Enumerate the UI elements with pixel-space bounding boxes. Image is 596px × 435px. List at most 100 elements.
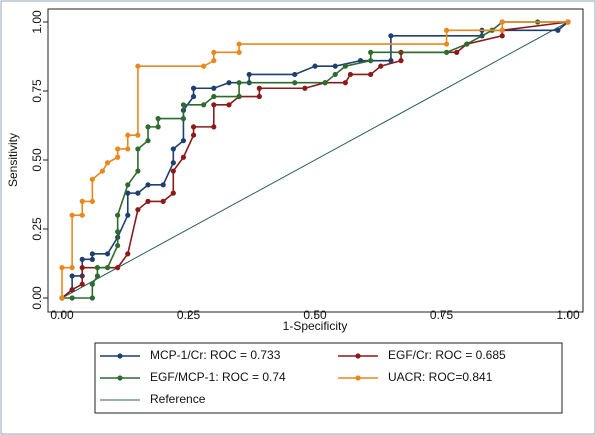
y-tick-label: 0.00: [30, 286, 44, 310]
series-marker: [170, 146, 176, 152]
x-tick-label: 1.00: [556, 308, 580, 322]
series-marker: [94, 273, 101, 279]
series-marker: [89, 251, 95, 257]
series-marker: [302, 85, 308, 91]
series-marker: [347, 71, 354, 78]
series-marker: [388, 58, 394, 64]
series-marker: [135, 168, 141, 174]
x-axis-label: 1-Specificity: [283, 319, 348, 333]
series-marker: [125, 132, 131, 138]
series-marker: [170, 190, 176, 196]
series-marker: [211, 49, 217, 55]
series-marker: [388, 33, 394, 39]
series-marker: [180, 116, 187, 122]
series-marker: [104, 251, 111, 257]
series-marker: [211, 124, 217, 130]
legend-marker: [355, 353, 361, 359]
series-marker: [499, 19, 505, 25]
series-marker: [94, 265, 101, 271]
legend-marker: [117, 353, 123, 359]
series-marker: [145, 138, 151, 144]
series-marker: [170, 168, 176, 174]
series-marker: [89, 176, 95, 182]
series-marker: [125, 190, 131, 196]
series-marker: [226, 80, 232, 86]
series-marker: [378, 63, 384, 69]
series-marker: [443, 41, 450, 47]
series-marker: [443, 27, 450, 33]
series-marker: [180, 138, 187, 144]
series-marker: [155, 116, 161, 122]
series-marker: [236, 93, 242, 100]
series-line: [61, 21, 569, 299]
series-marker: [79, 256, 85, 262]
series-marker: [115, 229, 121, 235]
y-tick-label: 0.75: [30, 79, 44, 103]
series-marker: [69, 287, 75, 293]
series-marker: [443, 49, 450, 55]
series-marker: [565, 19, 571, 25]
series-marker: [125, 146, 131, 152]
series-marker: [69, 212, 75, 218]
series-marker: [69, 265, 75, 271]
series-marker: [89, 256, 95, 262]
series-marker: [69, 295, 75, 301]
series-marker: [211, 93, 217, 100]
series-marker: [104, 265, 111, 271]
legend-label: EGF/Cr: ROC = 0.685: [388, 348, 506, 362]
legend-marker: [355, 375, 361, 381]
series-marker: [256, 85, 262, 91]
series-marker: [342, 63, 348, 69]
series-marker: [226, 102, 232, 108]
series-marker: [79, 281, 85, 287]
series-marker: [201, 63, 207, 69]
series-marker: [454, 49, 460, 55]
series-marker: [190, 93, 197, 100]
series-marker: [211, 85, 217, 91]
series-marker: [236, 41, 242, 47]
legend-marker: [117, 375, 123, 381]
series-marker: [135, 63, 141, 69]
series-marker: [368, 58, 374, 64]
plot-area: [47, 8, 584, 313]
series-marker: [211, 58, 217, 64]
series-marker: [99, 168, 106, 174]
series-marker: [89, 295, 95, 301]
series-marker: [115, 212, 121, 218]
series-marker: [398, 58, 404, 64]
series-marker: [79, 198, 85, 204]
series-marker: [145, 124, 151, 130]
series-marker: [160, 198, 166, 204]
legend-box: [94, 342, 563, 414]
series-marker: [115, 242, 121, 249]
y-tick-label: 0.50: [30, 148, 44, 172]
series-marker: [555, 27, 561, 33]
series-marker: [135, 190, 141, 196]
series-marker: [125, 251, 131, 257]
series-marker: [464, 41, 470, 47]
x-tick-label: 0.50: [303, 308, 327, 322]
x-tick-label: 0.25: [177, 308, 201, 322]
series-marker: [115, 154, 121, 160]
series-marker: [322, 80, 328, 86]
series-marker: [499, 27, 505, 33]
series-marker: [79, 212, 85, 218]
series-marker: [135, 207, 141, 213]
series-marker: [211, 102, 217, 108]
series-marker: [312, 63, 318, 69]
legend-label: EGF/MCP-1: ROC = 0.74: [150, 370, 286, 384]
series-marker: [59, 265, 65, 271]
series-marker: [246, 71, 252, 78]
x-tick-label: 0.00: [50, 308, 74, 322]
series-marker: [104, 160, 111, 166]
series-marker: [368, 49, 374, 55]
series-marker: [190, 124, 197, 130]
series-marker: [256, 93, 262, 100]
series-marker: [115, 146, 121, 152]
series-marker: [292, 80, 298, 86]
series-marker: [89, 281, 95, 287]
y-axis-label: Sensitivity: [6, 133, 20, 187]
series-marker: [145, 198, 151, 204]
